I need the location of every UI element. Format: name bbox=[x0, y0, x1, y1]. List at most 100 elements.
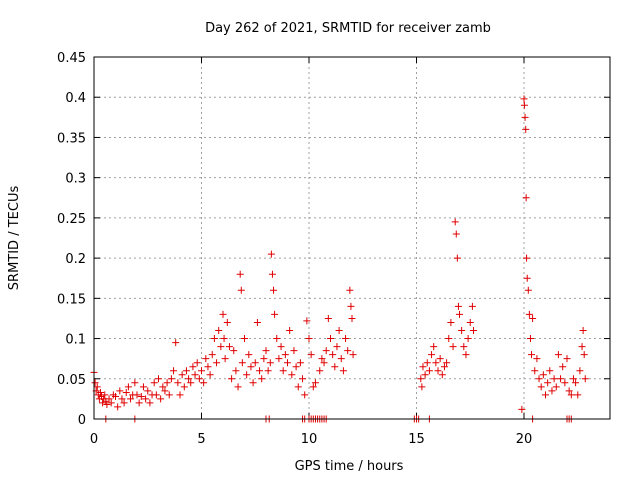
data-point bbox=[195, 375, 203, 383]
data-point bbox=[198, 367, 205, 375]
data-point bbox=[204, 363, 212, 371]
data-point bbox=[230, 347, 238, 355]
data-point bbox=[518, 405, 526, 413]
data-point bbox=[279, 367, 287, 375]
data-point bbox=[339, 367, 347, 375]
x-tick-label: 0 bbox=[90, 432, 98, 447]
data-point bbox=[523, 254, 531, 262]
data-point bbox=[124, 383, 132, 391]
data-point bbox=[253, 318, 261, 326]
data-point bbox=[520, 95, 528, 103]
data-point bbox=[349, 351, 357, 359]
y-tick-label: 0.05 bbox=[57, 373, 86, 388]
data-point bbox=[523, 274, 531, 282]
data-point bbox=[320, 359, 328, 367]
data-point bbox=[228, 375, 236, 383]
data-point bbox=[299, 375, 307, 383]
data-point bbox=[425, 367, 433, 375]
data-point bbox=[537, 383, 545, 391]
data-point bbox=[237, 286, 245, 294]
data-point bbox=[191, 371, 199, 379]
data-point bbox=[468, 302, 476, 310]
data-point bbox=[430, 343, 438, 351]
grid bbox=[94, 57, 610, 419]
data-point bbox=[256, 367, 264, 375]
data-point bbox=[462, 351, 470, 359]
x-tick-label: 20 bbox=[516, 432, 533, 447]
data-point bbox=[288, 371, 296, 379]
data-point bbox=[273, 335, 281, 343]
data-point bbox=[531, 367, 539, 375]
data-point bbox=[180, 383, 188, 391]
data-point bbox=[284, 359, 291, 367]
y-tick-label: 0.15 bbox=[57, 292, 86, 307]
data-point bbox=[311, 379, 319, 387]
data-point bbox=[264, 367, 272, 375]
data-points bbox=[90, 95, 589, 423]
data-point bbox=[557, 375, 565, 383]
y-tick-label: 0.1 bbox=[65, 333, 86, 348]
data-point bbox=[550, 375, 558, 383]
data-point bbox=[524, 286, 532, 294]
data-point bbox=[155, 375, 162, 383]
data-point bbox=[331, 363, 339, 371]
data-point bbox=[221, 355, 229, 363]
data-point bbox=[267, 250, 275, 258]
data-point bbox=[150, 379, 158, 387]
data-point bbox=[529, 314, 537, 322]
data-point bbox=[335, 327, 343, 335]
data-point bbox=[189, 363, 197, 371]
data-point bbox=[232, 367, 240, 375]
data-point bbox=[210, 335, 218, 343]
data-point bbox=[322, 347, 330, 355]
data-point bbox=[163, 379, 171, 387]
data-point bbox=[172, 339, 180, 347]
data-point bbox=[552, 383, 560, 391]
data-point bbox=[243, 371, 251, 379]
data-point bbox=[176, 391, 184, 399]
x-tick-label: 10 bbox=[301, 432, 318, 447]
data-point bbox=[241, 335, 248, 343]
data-point bbox=[99, 399, 107, 407]
data-point bbox=[294, 383, 302, 391]
data-point bbox=[417, 375, 425, 383]
data-point bbox=[245, 351, 253, 359]
y-tick-label: 0.4 bbox=[65, 91, 86, 106]
data-point bbox=[327, 335, 334, 343]
data-point bbox=[170, 367, 178, 375]
data-point bbox=[165, 391, 173, 399]
data-point bbox=[561, 379, 569, 387]
data-point bbox=[421, 371, 429, 379]
data-point bbox=[234, 383, 242, 391]
data-point bbox=[305, 335, 313, 343]
data-point bbox=[546, 367, 554, 375]
data-point bbox=[296, 359, 304, 367]
data-point bbox=[542, 391, 549, 399]
data-point bbox=[452, 230, 460, 238]
data-point bbox=[578, 343, 586, 351]
data-point bbox=[208, 351, 216, 359]
data-point bbox=[554, 351, 562, 359]
data-point bbox=[520, 101, 528, 109]
data-point bbox=[268, 270, 276, 278]
data-point bbox=[91, 379, 99, 387]
data-point bbox=[96, 388, 104, 396]
x-tick-label: 15 bbox=[408, 432, 425, 447]
data-point bbox=[451, 218, 459, 226]
data-point bbox=[118, 395, 126, 403]
data-point bbox=[347, 302, 355, 310]
data-point bbox=[146, 399, 154, 407]
data-point bbox=[559, 363, 567, 371]
data-point bbox=[346, 286, 354, 294]
data-point bbox=[329, 351, 337, 359]
data-point bbox=[469, 327, 477, 335]
data-point bbox=[522, 194, 530, 202]
data-point bbox=[434, 367, 442, 375]
data-point bbox=[548, 387, 556, 395]
data-point bbox=[135, 399, 143, 407]
data-point bbox=[152, 391, 160, 399]
data-point bbox=[270, 286, 278, 294]
data-point bbox=[215, 327, 223, 335]
data-point bbox=[178, 371, 186, 379]
